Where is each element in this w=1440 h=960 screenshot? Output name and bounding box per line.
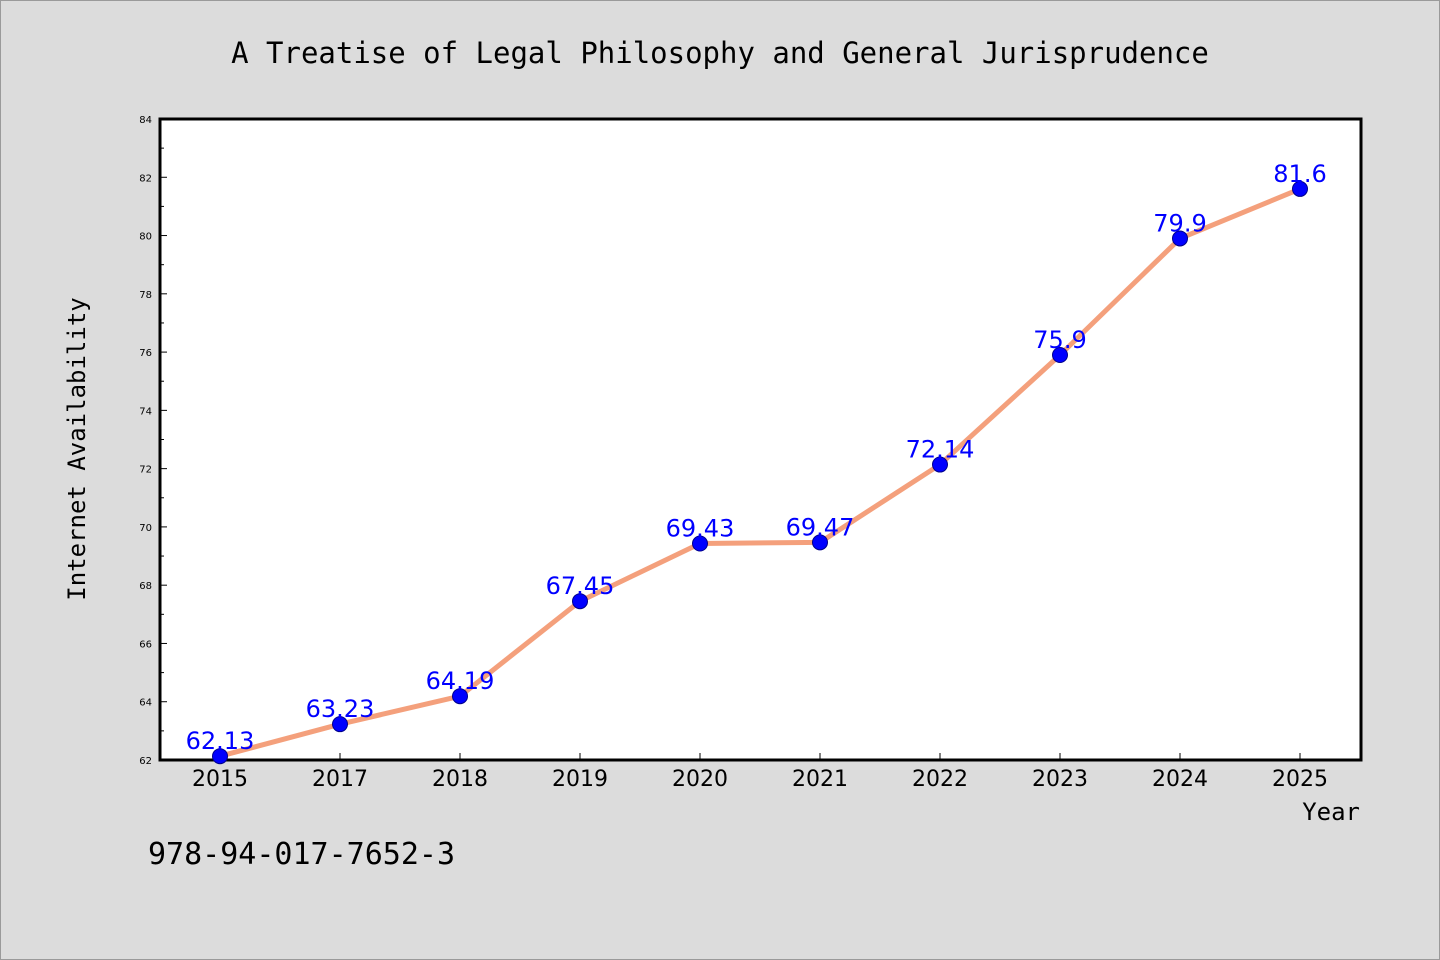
y-tick-label: 66: [139, 639, 152, 650]
plot-area: [158, 117, 1363, 762]
x-tick-label: 2019: [552, 767, 608, 792]
x-tick-label: 2024: [1152, 767, 1208, 792]
data-label: 67.45: [546, 572, 615, 600]
data-point: [212, 748, 228, 765]
series-line: [217, 186, 1303, 759]
data-point: [812, 534, 828, 551]
y-tick-label: 78: [139, 290, 152, 301]
data-label: 69.43: [666, 515, 735, 543]
x-axis-label: Year: [1302, 798, 1360, 826]
data-point: [932, 456, 948, 473]
data-label: 62.13: [186, 727, 255, 755]
y-tick-label: 74: [139, 406, 152, 417]
x-tick-label: 2025: [1272, 767, 1328, 792]
data-point: [1052, 347, 1068, 364]
x-tick-label: 2021: [792, 767, 848, 792]
y-tick-label: 70: [139, 523, 152, 534]
x-tick-label: 2023: [1032, 767, 1088, 792]
y-tick-label: 72: [139, 465, 152, 476]
x-tick-label: 2022: [912, 767, 968, 792]
data-label: 81.6: [1273, 160, 1326, 188]
y-tick-label: 84: [139, 115, 152, 126]
data-point: [1172, 230, 1188, 247]
y-tick-label: 82: [139, 173, 152, 184]
data-point: [572, 593, 588, 610]
isbn-text: 978-94-017-7652-3: [148, 837, 455, 872]
y-tick-label: 76: [139, 348, 152, 359]
y-axis: 62 64 66 68 70 72 74 76 78 80 82 84: [139, 115, 167, 767]
x-tick-label: 2020: [672, 767, 728, 792]
x-tick-label: 2015: [192, 767, 248, 792]
data-label: 79.9: [1153, 209, 1206, 237]
data-point: [452, 688, 468, 705]
x-axis: 2015 2017 2018 2019 2020 2021 2022 2023 2024 2025: [192, 753, 1328, 792]
data-label: 64.19: [426, 667, 495, 695]
data-point: [692, 535, 708, 552]
chart-title: A Treatise of Legal Philosophy and Gener…: [231, 36, 1209, 70]
data-label: 75.9: [1033, 326, 1086, 354]
x-tick-label: 2018: [432, 767, 488, 792]
series-layer: 62.13 63.23 64.19 67.45 69.43 69.47 72.14 75.9 7…: [186, 160, 1327, 765]
y-axis-label: Internet Availability: [63, 297, 91, 600]
data-point: [1292, 180, 1308, 197]
y-tick-label: 68: [139, 581, 152, 592]
data-label: 69.47: [786, 513, 855, 541]
data-label: 63.23: [306, 695, 375, 723]
data-point: [332, 716, 348, 733]
y-tick-label: 62: [139, 756, 152, 767]
x-tick-label: 2017: [312, 767, 368, 792]
y-tick-label: 80: [139, 232, 152, 243]
y-tick-label: 64: [139, 698, 152, 709]
data-label: 72.14: [906, 436, 975, 464]
